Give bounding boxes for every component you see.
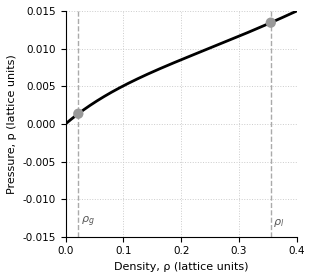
Point	[268, 20, 273, 25]
Text: $\rho_g$: $\rho_g$	[80, 215, 94, 229]
Text: $\rho_l$: $\rho_l$	[273, 217, 284, 229]
Y-axis label: Pressure, p (lattice units): Pressure, p (lattice units)	[7, 54, 17, 194]
X-axis label: Density, ρ (lattice units): Density, ρ (lattice units)	[114, 262, 248, 272]
Point	[76, 112, 81, 116]
